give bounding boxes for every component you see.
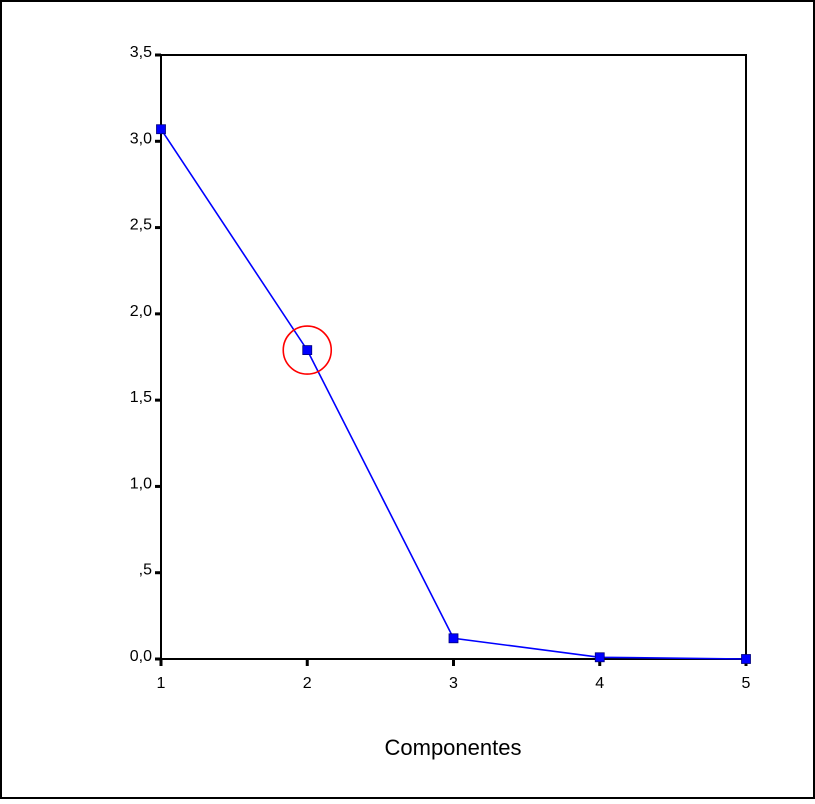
data-point-marker <box>156 124 166 135</box>
highlight-circle <box>282 325 333 375</box>
y-tick-label: 0,0 <box>130 648 152 665</box>
y-tick-label: 1,5 <box>130 389 152 406</box>
y-tick-label: 2,0 <box>130 303 152 320</box>
x-tick-label: 1 <box>157 675 166 692</box>
data-point-marker <box>448 633 459 644</box>
data-point-marker <box>302 345 313 355</box>
data-point-marker <box>741 654 751 664</box>
x-tick-label: 2 <box>303 675 312 692</box>
x-axis: 1 2 3 4 5 <box>157 659 751 692</box>
y-tick-label: 3,0 <box>130 130 152 147</box>
x-tick-label: 5 <box>742 675 751 692</box>
data-point-marker <box>594 652 605 663</box>
series-layer <box>156 124 751 664</box>
y-tick-label: 1,0 <box>130 475 152 492</box>
x-tick-label: 4 <box>595 675 604 692</box>
x-tick-label: 3 <box>449 675 458 692</box>
y-tick-label: 3,5 <box>130 44 152 61</box>
y-axis: 0,0 ,5 1,0 1,5 2,0 2,5 3,0 3,5 <box>130 44 161 665</box>
x-axis-title: Componentes <box>385 735 522 760</box>
y-tick-label: 2,5 <box>130 217 152 234</box>
y-tick-label: ,5 <box>139 562 152 579</box>
